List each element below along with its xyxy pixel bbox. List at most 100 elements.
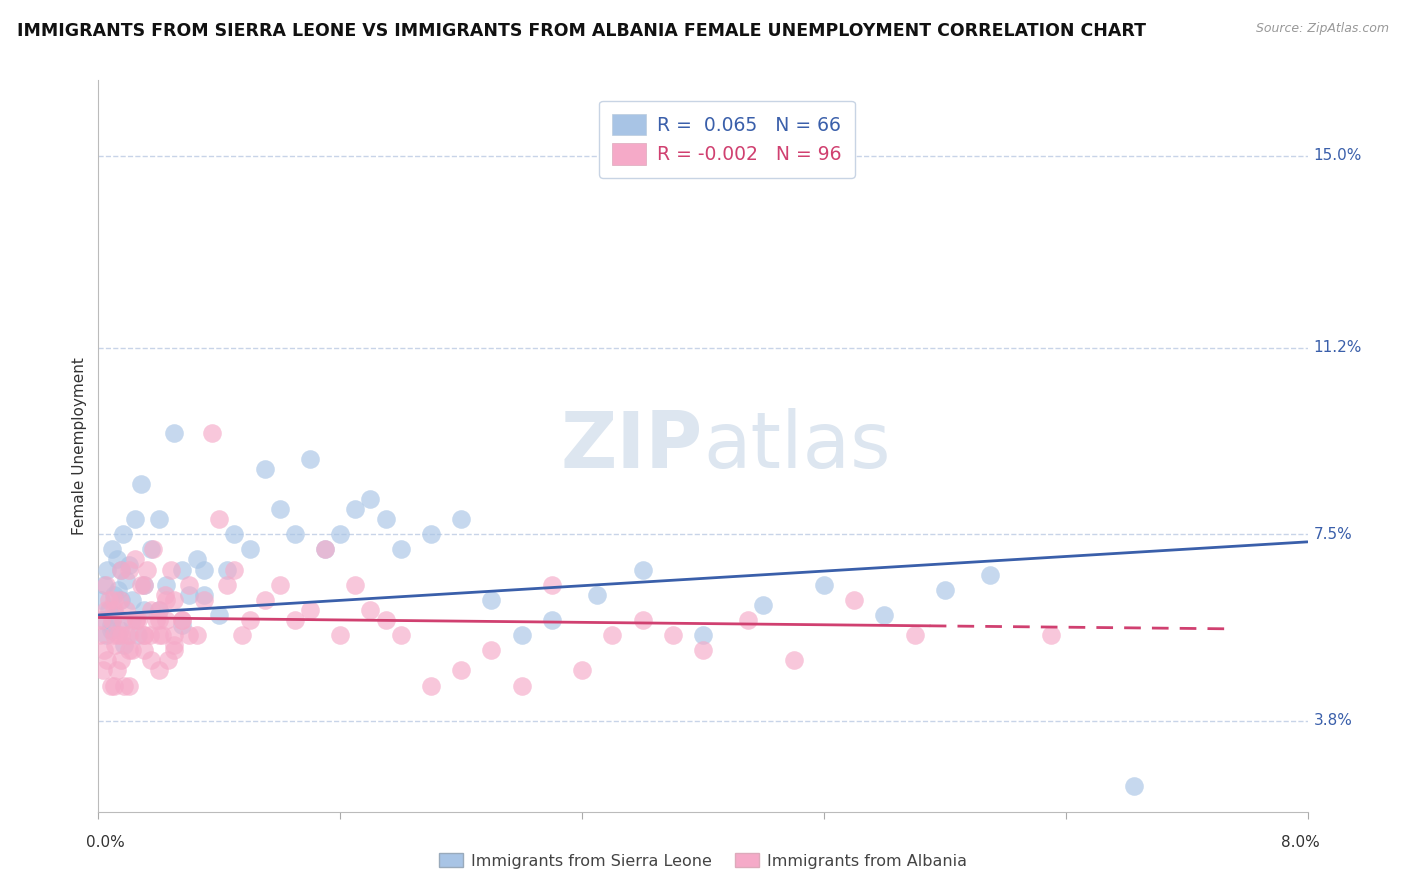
Legend: R =  0.065   N = 66, R = -0.002   N = 96: R = 0.065 N = 66, R = -0.002 N = 96 <box>599 101 855 178</box>
Point <box>132 628 155 642</box>
Point <box>374 613 396 627</box>
Point <box>132 603 155 617</box>
Point <box>107 628 129 642</box>
Point <box>1122 780 1144 794</box>
Point <box>904 628 927 642</box>
Point <box>98 592 121 607</box>
Point <box>179 588 201 602</box>
Point <box>253 461 276 475</box>
Point <box>155 578 177 592</box>
Point <box>193 588 215 602</box>
Point <box>103 603 125 617</box>
Point <box>105 552 128 566</box>
Point <box>420 527 443 541</box>
Point <box>129 578 152 592</box>
Point <box>510 628 533 642</box>
Point <box>186 628 208 642</box>
Point <box>94 628 117 642</box>
Point <box>873 607 896 622</box>
Point <box>253 592 276 607</box>
Point <box>450 664 472 678</box>
Point <box>118 628 141 642</box>
Point <box>284 613 307 627</box>
Point <box>148 628 170 642</box>
Point <box>269 578 291 592</box>
Point <box>979 567 1001 582</box>
Point <box>91 664 114 678</box>
Point <box>631 613 654 627</box>
Point <box>139 628 162 642</box>
Point <box>100 618 122 632</box>
Point <box>314 542 336 557</box>
Point <box>141 542 163 557</box>
Point <box>90 592 112 607</box>
Point <box>269 502 291 516</box>
Point <box>108 592 131 607</box>
Point <box>239 542 262 557</box>
Point <box>93 578 115 592</box>
Point <box>114 603 136 617</box>
Point <box>118 558 141 572</box>
Point <box>141 653 163 667</box>
Point <box>215 578 238 592</box>
Point <box>104 607 127 622</box>
Point <box>111 527 134 541</box>
Point <box>193 592 215 607</box>
Point <box>110 628 132 642</box>
Point <box>389 628 412 642</box>
Point <box>118 679 141 693</box>
Point <box>148 603 170 617</box>
Point <box>96 653 118 667</box>
Point <box>299 451 322 466</box>
Point <box>661 628 683 642</box>
Point <box>586 588 609 602</box>
Point <box>93 643 115 657</box>
Point <box>132 643 155 657</box>
Point <box>110 563 132 577</box>
Point <box>100 623 122 637</box>
Point <box>148 613 170 627</box>
Point <box>163 638 186 652</box>
Text: Source: ZipAtlas.com: Source: ZipAtlas.com <box>1256 22 1389 36</box>
Point <box>215 563 238 577</box>
Point <box>132 578 155 592</box>
Point <box>481 592 503 607</box>
Point <box>129 476 152 491</box>
Point <box>201 426 224 441</box>
Point <box>141 603 163 617</box>
Point <box>208 512 231 526</box>
Point <box>105 664 128 678</box>
Point <box>314 542 336 557</box>
Point <box>145 613 167 627</box>
Text: ZIP: ZIP <box>561 408 703 484</box>
Point <box>150 628 173 642</box>
Point <box>813 578 835 592</box>
Point <box>631 563 654 577</box>
Point <box>153 588 176 602</box>
Point <box>104 638 127 652</box>
Point <box>540 578 562 592</box>
Point <box>179 578 201 592</box>
Point <box>571 664 593 678</box>
Text: 8.0%: 8.0% <box>1281 836 1320 850</box>
Point <box>481 643 503 657</box>
Point <box>692 643 714 657</box>
Point <box>103 592 125 607</box>
Point <box>540 613 562 627</box>
Point <box>142 542 165 557</box>
Point <box>420 679 443 693</box>
Point <box>135 563 157 577</box>
Point <box>163 628 186 642</box>
Point <box>94 603 117 617</box>
Point <box>90 613 112 627</box>
Point <box>110 563 132 577</box>
Point <box>111 613 134 627</box>
Point <box>101 542 124 557</box>
Point <box>121 643 143 657</box>
Point <box>155 613 177 627</box>
Point <box>121 592 143 607</box>
Point <box>193 563 215 577</box>
Text: 7.5%: 7.5% <box>1313 527 1353 541</box>
Point <box>737 613 759 627</box>
Point <box>208 607 231 622</box>
